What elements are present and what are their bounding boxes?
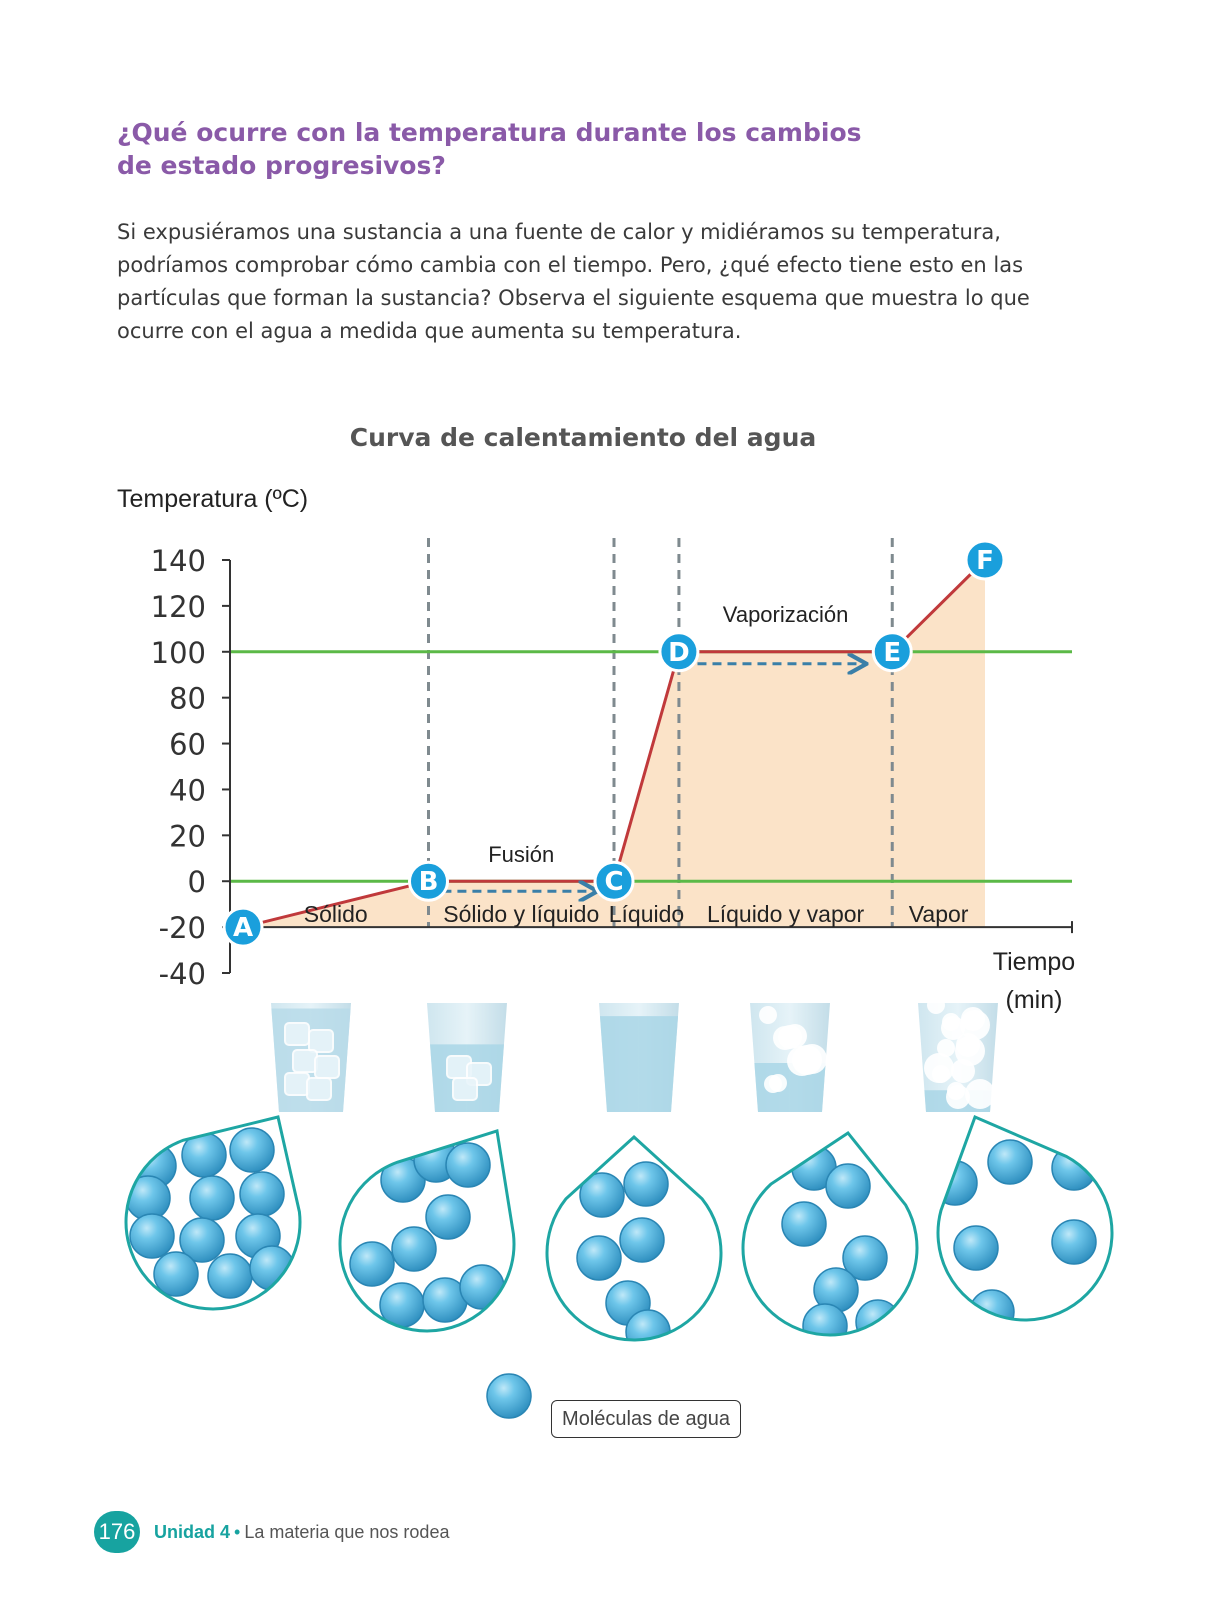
- glass-boiling-water-icon: [750, 1003, 830, 1112]
- steam-bubble: [951, 1059, 975, 1083]
- point-label: B: [419, 867, 439, 897]
- unit-topic: La materia que nos rodea: [244, 1522, 449, 1543]
- y-tick-label: -20: [159, 911, 206, 945]
- page-number: 176: [94, 1511, 140, 1553]
- water-molecule: [130, 1214, 174, 1258]
- steam-bubble: [956, 1033, 980, 1057]
- y-tick-label: 20: [169, 819, 206, 853]
- point-label: C: [604, 867, 623, 897]
- water-molecule: [624, 1162, 668, 1206]
- steam-bubble: [797, 1044, 827, 1074]
- water-molecule: [154, 1252, 198, 1296]
- water-molecule: [446, 1143, 490, 1187]
- ice-cube: [285, 1073, 309, 1095]
- water-molecule: [460, 1265, 504, 1309]
- steam-bubble: [769, 1074, 787, 1092]
- x-axis-label: (min): [1006, 986, 1063, 1014]
- y-tick-label: 0: [188, 865, 206, 899]
- water-drop-molecules: [126, 1117, 300, 1309]
- ice-cube: [453, 1078, 477, 1100]
- water-drop-molecules: [933, 1117, 1112, 1334]
- water-molecule: [426, 1195, 470, 1239]
- legend-molecule-icon: [487, 1374, 531, 1418]
- glass-ice-in-water-icon: [427, 1003, 507, 1112]
- water-molecule: [240, 1172, 284, 1216]
- steam-bubble: [924, 1053, 954, 1083]
- phase-change-annotation: Vaporización: [723, 602, 849, 627]
- phase-change-annotation: Fusión: [488, 842, 554, 867]
- ice-cube: [293, 1050, 317, 1072]
- y-tick-label: 40: [169, 773, 206, 807]
- water-molecule: [126, 1176, 170, 1220]
- y-tick-label: 100: [151, 636, 206, 670]
- steam-bubble: [783, 1024, 807, 1048]
- water-molecule: [392, 1227, 436, 1271]
- phase-region-label: Sólido: [304, 901, 368, 927]
- water-molecule: [803, 1304, 847, 1348]
- steam-bubble: [942, 1013, 960, 1031]
- water-drop-molecules: [743, 1133, 917, 1348]
- glass-steam-icon: [918, 996, 998, 1112]
- glass-water: [600, 1016, 678, 1112]
- ice-cube: [315, 1056, 339, 1078]
- water-drop-molecules: [547, 1137, 721, 1354]
- glass-ice-cubes-icon: [271, 1003, 351, 1112]
- page-footer: 176 Unidad 4 • La materia que nos rodea: [94, 1511, 449, 1553]
- steam-bubble: [927, 996, 945, 1014]
- footer-separator: •: [234, 1522, 240, 1543]
- steam-bubble: [961, 1007, 985, 1031]
- water-molecule: [577, 1236, 621, 1280]
- glass-water-icon: [599, 1003, 679, 1112]
- ice-cube: [307, 1078, 331, 1100]
- point-label: E: [883, 638, 901, 668]
- y-tick-label: 120: [151, 590, 206, 624]
- water-molecule: [954, 1226, 998, 1270]
- point-label: A: [233, 913, 253, 943]
- water-molecule: [782, 1202, 826, 1246]
- y-tick-label: -40: [159, 957, 206, 991]
- phase-region-label: Líquido: [609, 901, 684, 927]
- unit-label: Unidad 4: [154, 1522, 230, 1543]
- y-tick-label: 140: [151, 544, 206, 578]
- point-label: F: [976, 546, 994, 576]
- phase-region-label: Sólido y líquido: [443, 901, 599, 927]
- chart-title: Curva de calentamiento del agua: [350, 423, 817, 452]
- water-molecule: [826, 1164, 870, 1208]
- phase-region-label: Vapor: [909, 901, 969, 927]
- water-molecule: [350, 1242, 394, 1286]
- water-molecule: [1052, 1220, 1096, 1264]
- legend-label-box: Moléculas de agua: [551, 1400, 741, 1438]
- steam-bubble: [947, 1082, 965, 1100]
- y-tick-label: 80: [169, 682, 206, 716]
- water-molecule: [230, 1128, 274, 1172]
- water-drop-molecules: [340, 1131, 514, 1331]
- point-label: D: [668, 638, 690, 668]
- x-axis-label: Tiempo: [993, 948, 1075, 976]
- water-molecule: [190, 1176, 234, 1220]
- phase-region-label: Líquido y vapor: [707, 901, 865, 927]
- y-tick-label: 60: [169, 728, 206, 762]
- water-molecule: [208, 1254, 252, 1298]
- water-molecule: [620, 1218, 664, 1262]
- water-molecule: [626, 1310, 670, 1354]
- ice-cube: [285, 1023, 309, 1045]
- steam-bubble: [965, 1079, 995, 1109]
- ice-cube: [309, 1030, 333, 1052]
- water-molecule: [988, 1140, 1032, 1184]
- y-axis-label: Temperatura (ºC): [117, 485, 308, 513]
- steam-bubble: [759, 1006, 777, 1024]
